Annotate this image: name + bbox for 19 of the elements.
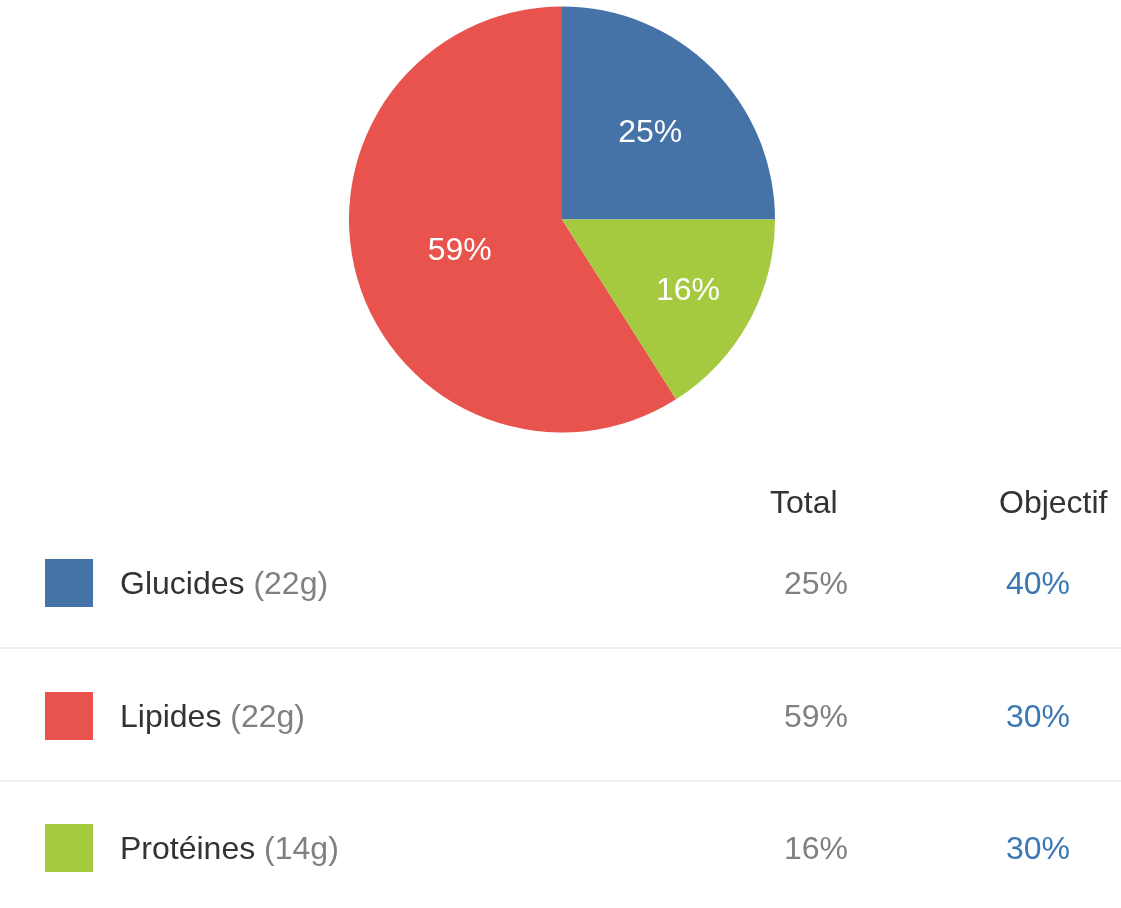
text: Total bbox=[770, 484, 838, 520]
legend-label: Lipides bbox=[120, 698, 222, 734]
text: 30% bbox=[1006, 830, 1071, 866]
text: (22g) bbox=[253, 565, 329, 601]
text: (22g) bbox=[230, 698, 305, 734]
pie-slice bbox=[562, 219, 775, 400]
legend-label: Protéines bbox=[120, 830, 256, 866]
text: 30% bbox=[1006, 698, 1071, 734]
text: 40% bbox=[1006, 565, 1071, 601]
data-label: 59% bbox=[427, 231, 492, 268]
text: 16% bbox=[784, 830, 849, 866]
data-label: 16% bbox=[655, 270, 720, 307]
text: 25% bbox=[784, 565, 849, 601]
text: 59% bbox=[784, 698, 849, 734]
legend-label: Glucides bbox=[120, 565, 245, 601]
data-label: 25% bbox=[618, 113, 683, 150]
pie-slice bbox=[562, 6, 775, 220]
text: Objectif bbox=[999, 484, 1108, 520]
text: (14g) bbox=[264, 830, 339, 866]
